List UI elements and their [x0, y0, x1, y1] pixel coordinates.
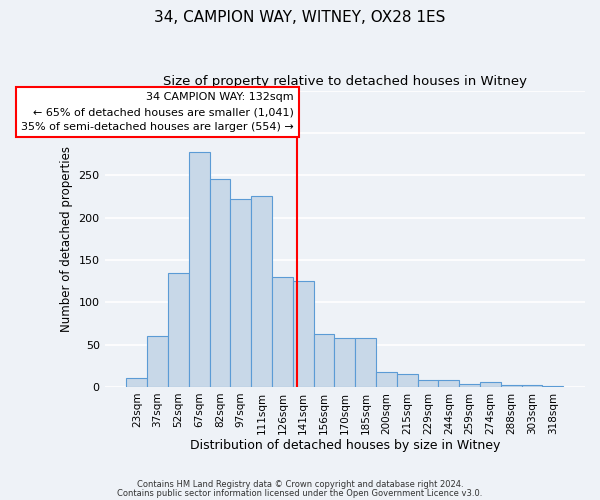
Bar — [480, 382, 501, 387]
Bar — [355, 338, 376, 387]
Text: 34 CAMPION WAY: 132sqm
← 65% of detached houses are smaller (1,041)
35% of semi-: 34 CAMPION WAY: 132sqm ← 65% of detached… — [21, 92, 294, 132]
Y-axis label: Number of detached properties: Number of detached properties — [60, 146, 73, 332]
Bar — [147, 336, 168, 387]
Bar — [293, 281, 314, 387]
Bar — [418, 380, 439, 387]
X-axis label: Distribution of detached houses by size in Witney: Distribution of detached houses by size … — [190, 440, 500, 452]
Bar — [230, 199, 251, 387]
Text: Contains HM Land Registry data © Crown copyright and database right 2024.: Contains HM Land Registry data © Crown c… — [137, 480, 463, 489]
Bar — [189, 152, 209, 387]
Bar — [314, 334, 334, 387]
Bar — [209, 180, 230, 387]
Bar — [439, 380, 459, 387]
Bar — [272, 277, 293, 387]
Bar — [521, 386, 542, 387]
Bar — [397, 374, 418, 387]
Title: Size of property relative to detached houses in Witney: Size of property relative to detached ho… — [163, 75, 527, 88]
Bar — [459, 384, 480, 387]
Bar — [334, 338, 355, 387]
Bar — [251, 196, 272, 387]
Bar — [127, 378, 147, 387]
Text: 34, CAMPION WAY, WITNEY, OX28 1ES: 34, CAMPION WAY, WITNEY, OX28 1ES — [154, 10, 446, 25]
Bar — [168, 272, 189, 387]
Bar — [542, 386, 563, 387]
Bar — [376, 372, 397, 387]
Text: Contains public sector information licensed under the Open Government Licence v3: Contains public sector information licen… — [118, 489, 482, 498]
Bar — [501, 386, 521, 387]
